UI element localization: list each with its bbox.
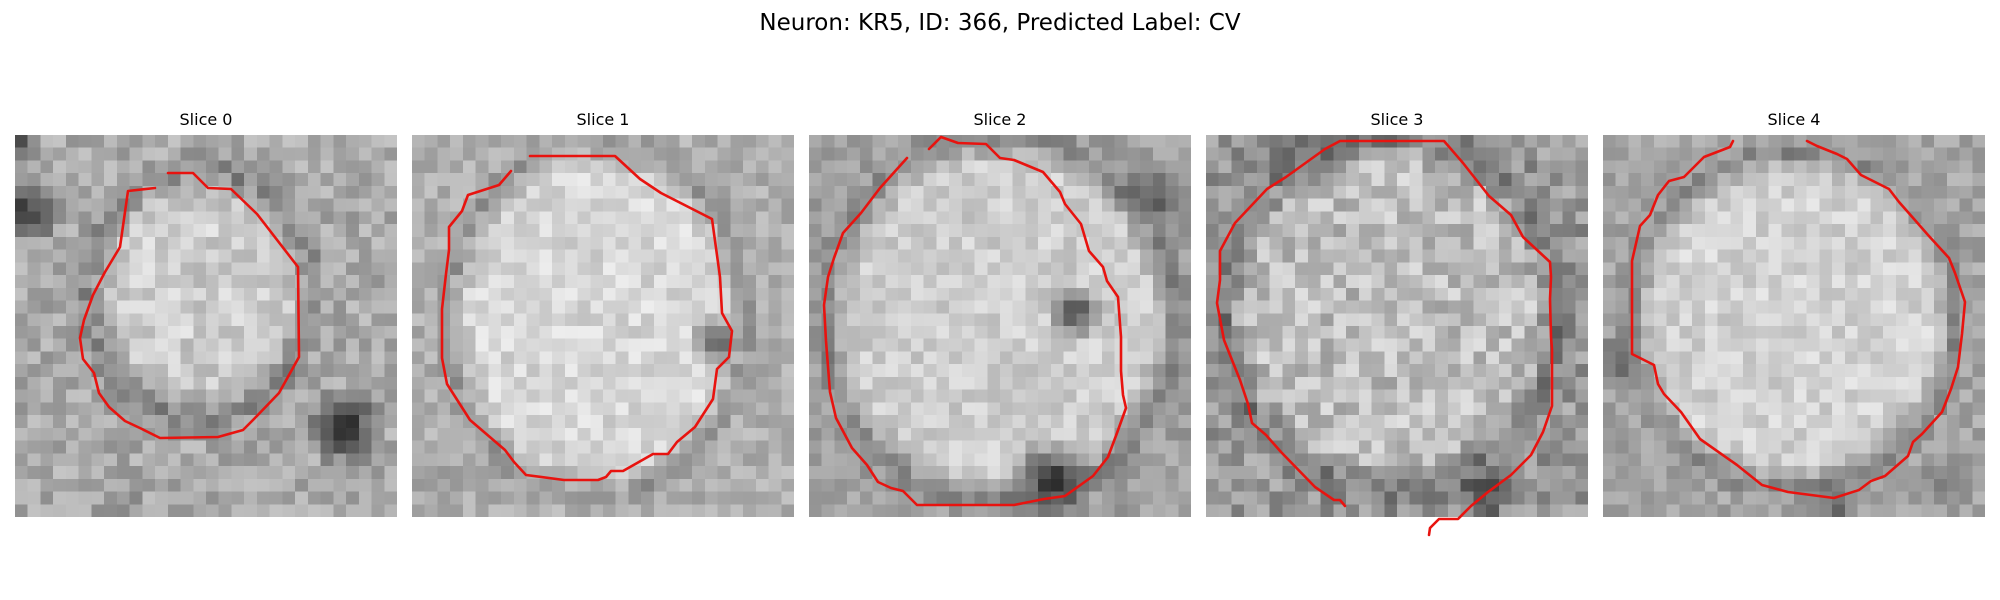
figure-title: Neuron: KR5, ID: 366, Predicted Label: C… [759,10,1241,36]
slice-image [1603,135,1985,517]
slice-panel-4: Slice 4 [1603,109,1985,517]
slice-panel-0: Slice 0 [15,109,397,517]
segmentation-contour [822,135,1128,507]
slice-image [15,135,397,517]
slice-title: Slice 0 [179,110,233,129]
segmentation-contour [440,154,734,482]
slice-panel-2: Slice 2 [809,109,1191,517]
slice-title: Slice 2 [973,110,1027,129]
slice-title: Slice 3 [1370,110,1424,129]
slice-title: Slice 1 [576,110,630,129]
slice-panel-1: Slice 1 [412,109,794,517]
segmentation-contour [1215,139,1554,537]
slice-title: Slice 4 [1767,110,1821,129]
segmentation-contour [78,171,301,440]
slice-panel-3: Slice 3 [1206,109,1588,537]
segmentation-contour [1630,139,1967,500]
slice-image [1206,135,1588,517]
